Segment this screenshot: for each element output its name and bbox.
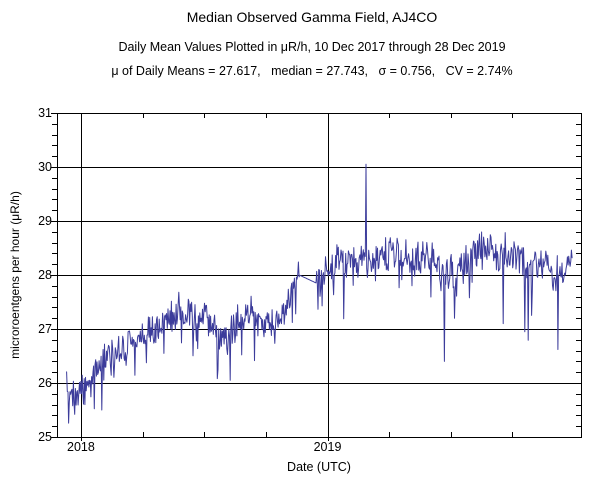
y-tick-label: 28 xyxy=(38,268,52,282)
x-axis-title: Date (UTC) xyxy=(287,460,351,474)
y-tick-label: 30 xyxy=(38,160,52,174)
series-line xyxy=(66,163,573,424)
chart-subtitle: Daily Mean Values Plotted in μR/h, 10 De… xyxy=(118,40,506,54)
chart-stats-line: μ of Daily Means = 27.617, median = 27.7… xyxy=(111,64,513,78)
x-tick-label: 2019 xyxy=(313,440,342,454)
plot-frame xyxy=(57,113,582,438)
y-axis-title: microroentgens per hour (μR/h) xyxy=(8,191,22,359)
y-tick-label: 27 xyxy=(38,322,52,336)
x-tick-label: 2018 xyxy=(67,440,95,454)
y-tick-label: 25 xyxy=(38,430,52,444)
y-tick-label: 29 xyxy=(38,214,52,228)
y-tick-label: 31 xyxy=(38,106,52,120)
chart-title: Median Observed Gamma Field, AJ4CO xyxy=(186,9,438,25)
y-tick-label: 26 xyxy=(38,376,52,390)
